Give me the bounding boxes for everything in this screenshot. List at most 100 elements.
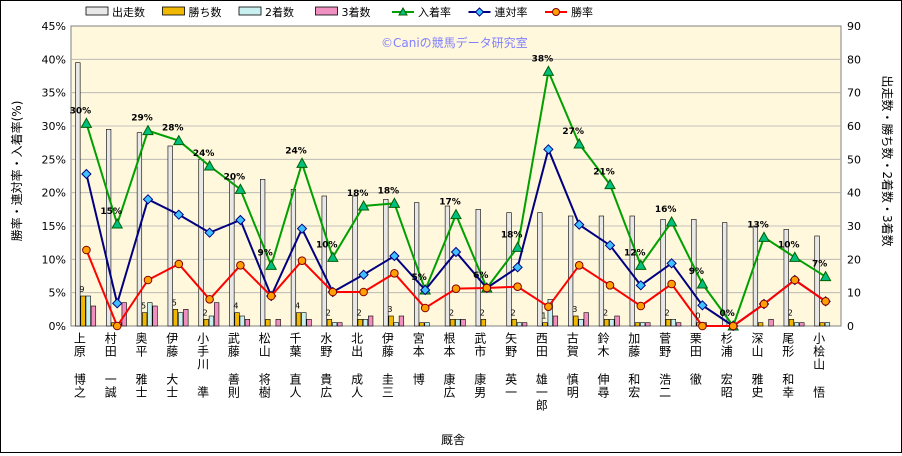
point-quinella-rate (573, 219, 585, 230)
bar-3 (455, 319, 461, 327)
bar-1 (506, 212, 512, 327)
bar-2 (203, 319, 209, 327)
place-rate-label: 20% (224, 172, 246, 182)
win-count-label: 0 (695, 312, 700, 321)
win-count-label: 2 (480, 308, 485, 317)
point-quinella-rate (697, 300, 708, 311)
bar-4 (398, 315, 405, 327)
y-right-tick-label: 10 (847, 287, 861, 300)
point-quinella-rate (389, 250, 400, 262)
bar-2 (234, 312, 240, 327)
legend-label: 2着数 (265, 5, 294, 19)
win-count-label: 2 (603, 308, 608, 317)
bar-1 (198, 159, 204, 327)
x-tick-label: 矢野 英一 (504, 332, 518, 399)
x-tick-label: 深山 雅史 (750, 332, 764, 399)
x-tick-label-text: 上原 博之 (72, 332, 86, 399)
win-count-label: 1 (541, 312, 546, 321)
x-tick-label: 武市 康男 (473, 332, 487, 399)
place-rate-label: 18% (501, 230, 523, 240)
y-right-tick-label: 50 (847, 153, 861, 166)
point-win-rate (112, 321, 122, 331)
x-axis-label: 厩舎 (441, 433, 465, 447)
win-count-label: 2 (203, 308, 208, 317)
watermark: ©Caniの競馬データ研究室 (381, 35, 528, 50)
bar-1 (321, 195, 327, 327)
legend-swatch (315, 6, 338, 16)
bar-3 (332, 322, 338, 327)
rate-lines (80, 65, 832, 332)
x-tick-label: 古賀 慎明 (565, 331, 579, 399)
bar-2 (296, 312, 302, 327)
y-left-tick-label: 10% (42, 253, 66, 266)
x-tick-label: 栗田 徹 (688, 332, 702, 386)
x-tick-label-text: 千葉 直人 (288, 332, 302, 399)
x-tick-label: 鈴木 伸尋 (596, 331, 610, 399)
x-tick-label: 村田 一誠 (103, 332, 117, 399)
point-win-rate (821, 297, 830, 306)
point-place-rate (696, 277, 709, 289)
win-count-label: 9 (79, 285, 84, 294)
x-tick-label: 上原 博之 (72, 332, 86, 399)
x-tick-label-text: 伊藤 圭三 (380, 332, 394, 399)
y-left-tick-label: 40% (42, 53, 66, 66)
point-place-rate (265, 259, 278, 270)
point-win-rate (605, 281, 615, 290)
point-place-rate (357, 199, 370, 211)
place-rate-label: 10% (778, 240, 800, 250)
point-place-rate (326, 251, 339, 262)
legend-label: 3着数 (342, 5, 371, 19)
point-quinella-rate (204, 227, 215, 238)
y-right-tick-label: 20 (847, 253, 861, 266)
bar-4 (275, 319, 281, 327)
bar-3 (670, 319, 677, 327)
point-quinella-rate (419, 284, 431, 296)
bar-2 (357, 319, 363, 327)
x-tick-label-text: 深山 雅史 (750, 332, 764, 399)
bar-1 (814, 235, 820, 327)
bar-1 (167, 145, 173, 327)
y-left-tick-label: 20% (42, 187, 66, 200)
point-quinella-rate (604, 240, 616, 251)
win-count-label: 2 (357, 308, 362, 317)
place-rate-label: 24% (193, 149, 215, 159)
bar-4 (522, 322, 528, 327)
place-rate-label: 16% (655, 205, 677, 215)
x-tick-label-text: 水野 貴広 (319, 332, 333, 399)
bar-1 (783, 229, 789, 327)
point-win-rate (451, 284, 461, 293)
bar-3 (362, 319, 369, 327)
point-win-rate (667, 279, 676, 289)
bar-4 (460, 319, 466, 327)
x-tick-label: 奥平 雅士 (134, 332, 148, 399)
bar-2 (788, 319, 795, 327)
bars (75, 62, 831, 327)
x-tick-label: 松山 将樹 (257, 332, 271, 399)
point-quinella-rate (235, 214, 246, 226)
y-axis-right-label: 出走数・勝ち数・2着数・3着数 (880, 75, 895, 246)
x-tick-label-text: 伊藤 大士 (165, 332, 179, 399)
win-count-label: 3 (572, 305, 577, 314)
bar-4 (614, 315, 620, 327)
bar-4 (583, 312, 589, 327)
bar-1 (260, 179, 266, 327)
win-count-label: 2 (665, 308, 670, 317)
y-left-tick-label: 15% (42, 220, 66, 233)
x-tick-label: 北出 成人 (350, 332, 364, 399)
win-count-label: 4 (295, 302, 300, 311)
bar-3 (640, 322, 646, 327)
x-tick-label: 根本 康広 (442, 332, 456, 399)
point-win-rate (143, 275, 153, 285)
place-rate-label: 24% (285, 146, 307, 156)
point-quinella-rate (512, 262, 523, 273)
place-rate-label: 9% (258, 248, 273, 258)
bar-4 (90, 305, 97, 327)
place-rate-label: 15% (100, 207, 122, 217)
bar-2 (172, 309, 179, 327)
bar-2 (450, 319, 456, 327)
bar-2 (265, 319, 271, 327)
bar-4 (306, 319, 312, 327)
point-win-rate (544, 302, 553, 311)
bar-3 (208, 315, 215, 327)
place-rate-label: 6% (473, 271, 488, 281)
